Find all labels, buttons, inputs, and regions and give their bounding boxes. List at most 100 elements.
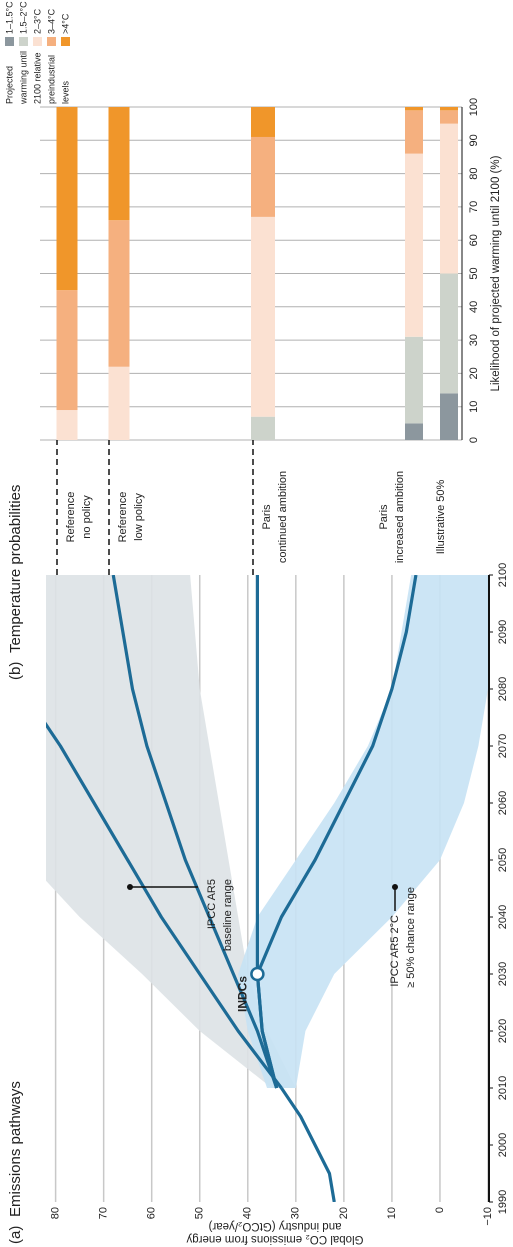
x-tick-label: 10: [468, 401, 480, 413]
y-tick-label: 0: [434, 1207, 446, 1213]
bar-segment: [440, 110, 458, 124]
x-tick-label: 2040: [497, 905, 509, 929]
x-tick-label: 2050: [497, 848, 509, 872]
x-tick-label: 90: [468, 134, 480, 146]
chart-title: Emissions pathways: [7, 1081, 24, 1217]
y-tick-label: 80: [50, 1207, 62, 1219]
bar-segment: [405, 153, 423, 337]
bar-segment: [56, 410, 78, 440]
legend-swatch: [19, 37, 28, 46]
pathway-line: [280, 1087, 336, 1202]
x-tick-label: 100: [468, 98, 480, 116]
bar-segment: [440, 106, 458, 111]
annotation-dot: [127, 884, 133, 890]
x-tick-label: 20: [468, 367, 480, 379]
plot-area: [46, 575, 488, 1202]
panel-label: (b): [7, 662, 24, 680]
legend-swatch: [61, 37, 70, 46]
legend-label: 2–3°C: [32, 8, 42, 34]
x-tick-label: 2010: [497, 1076, 509, 1100]
annotation-dot: [392, 884, 398, 890]
pathway-line: [255, 575, 418, 1089]
y-tick-label: 50: [194, 1207, 206, 1219]
category-label: Illustrative 50%: [435, 479, 447, 554]
category-label: low policy: [133, 493, 145, 541]
legend-swatch: [5, 37, 14, 46]
bar-segment: [405, 106, 423, 111]
bar-segment: [56, 107, 78, 291]
x-tick-label: 2090: [497, 620, 509, 644]
category-label: no policy: [81, 495, 93, 539]
range-band: [238, 575, 488, 1088]
x-tick-label: 2020: [497, 1019, 509, 1043]
y-tick-label: −10: [482, 1207, 494, 1226]
bar-segment: [405, 110, 423, 154]
bar-segment: [251, 216, 275, 417]
panel-label: (a): [7, 1226, 24, 1244]
bar-segment: [440, 393, 458, 440]
indc-point: [250, 966, 265, 982]
category-label: Paris: [261, 504, 273, 530]
pathway-line: [46, 688, 283, 1089]
y-axis-label: and industry (GtCO₂/year): [208, 1220, 341, 1232]
x-axis-label: Likelihood of projected warming until 21…: [490, 155, 502, 391]
category-label: Paris: [378, 504, 390, 530]
band-annotation: ≥ 50% chance range: [405, 887, 417, 988]
category-label: continued ambition: [277, 471, 289, 563]
legend-label: >4°C: [60, 13, 70, 34]
legend-label: 1–1.5°C: [4, 1, 14, 34]
band-annotation: IPCC AR5 2°C: [389, 915, 401, 987]
x-tick-label: 2080: [497, 677, 509, 701]
band-annotation: baseline range: [222, 879, 234, 951]
legend-title: preindustrial: [46, 55, 56, 104]
category-label: Reference: [65, 492, 77, 543]
x-tick-label: 2100: [497, 563, 509, 587]
legend-swatch: [47, 37, 56, 46]
bar-segment: [405, 336, 423, 424]
point-label: INDCs: [236, 976, 250, 1012]
x-tick-label: 2000: [497, 1133, 509, 1157]
legend-title: Projected: [4, 66, 14, 104]
bar-segment: [440, 273, 458, 394]
bar-segment: [108, 220, 130, 367]
x-tick-label: 2060: [497, 791, 509, 815]
y-axis-label: Global CO₂ emissions from energy: [186, 1233, 363, 1245]
legend-label: 1.5–2°C: [18, 1, 28, 34]
legend-swatch: [33, 37, 42, 46]
category-label: Reference: [117, 492, 129, 543]
bar-segment: [108, 106, 130, 221]
bar-segment: [251, 136, 275, 217]
bar-segment: [440, 123, 458, 274]
x-tick-label: 80: [468, 167, 480, 179]
bar-segment: [56, 290, 78, 411]
legend-title: levels: [60, 80, 70, 104]
x-tick-label: 40: [468, 301, 480, 313]
y-tick-label: 20: [338, 1207, 350, 1219]
x-tick-label: 0: [468, 437, 480, 443]
x-tick-label: 1990: [497, 1190, 509, 1214]
bar-segment: [108, 366, 130, 440]
y-tick-label: 10: [386, 1207, 398, 1219]
y-tick-label: 70: [98, 1207, 110, 1219]
x-tick-label: 30: [468, 334, 480, 346]
pathway-line: [111, 575, 279, 1089]
legend-label: 3–4°C: [46, 8, 56, 34]
y-tick-label: 60: [146, 1207, 158, 1219]
x-tick-label: 70: [468, 201, 480, 213]
band-annotation: IPCC AR5: [206, 879, 218, 929]
legend-title: warming until: [18, 51, 28, 105]
legend-title: 2100 relative: [32, 52, 42, 104]
x-tick-label: 2070: [497, 734, 509, 758]
x-tick-label: 2030: [497, 962, 509, 986]
x-tick-label: 50: [468, 267, 480, 279]
range-band: [46, 575, 296, 1088]
bar-segment: [405, 423, 423, 440]
chart-title: Temperature probabilities: [7, 485, 24, 653]
bar-segment: [251, 416, 275, 440]
y-tick-label: 30: [290, 1207, 302, 1219]
category-label: increased ambition: [394, 471, 406, 563]
bar-segment: [251, 106, 275, 137]
